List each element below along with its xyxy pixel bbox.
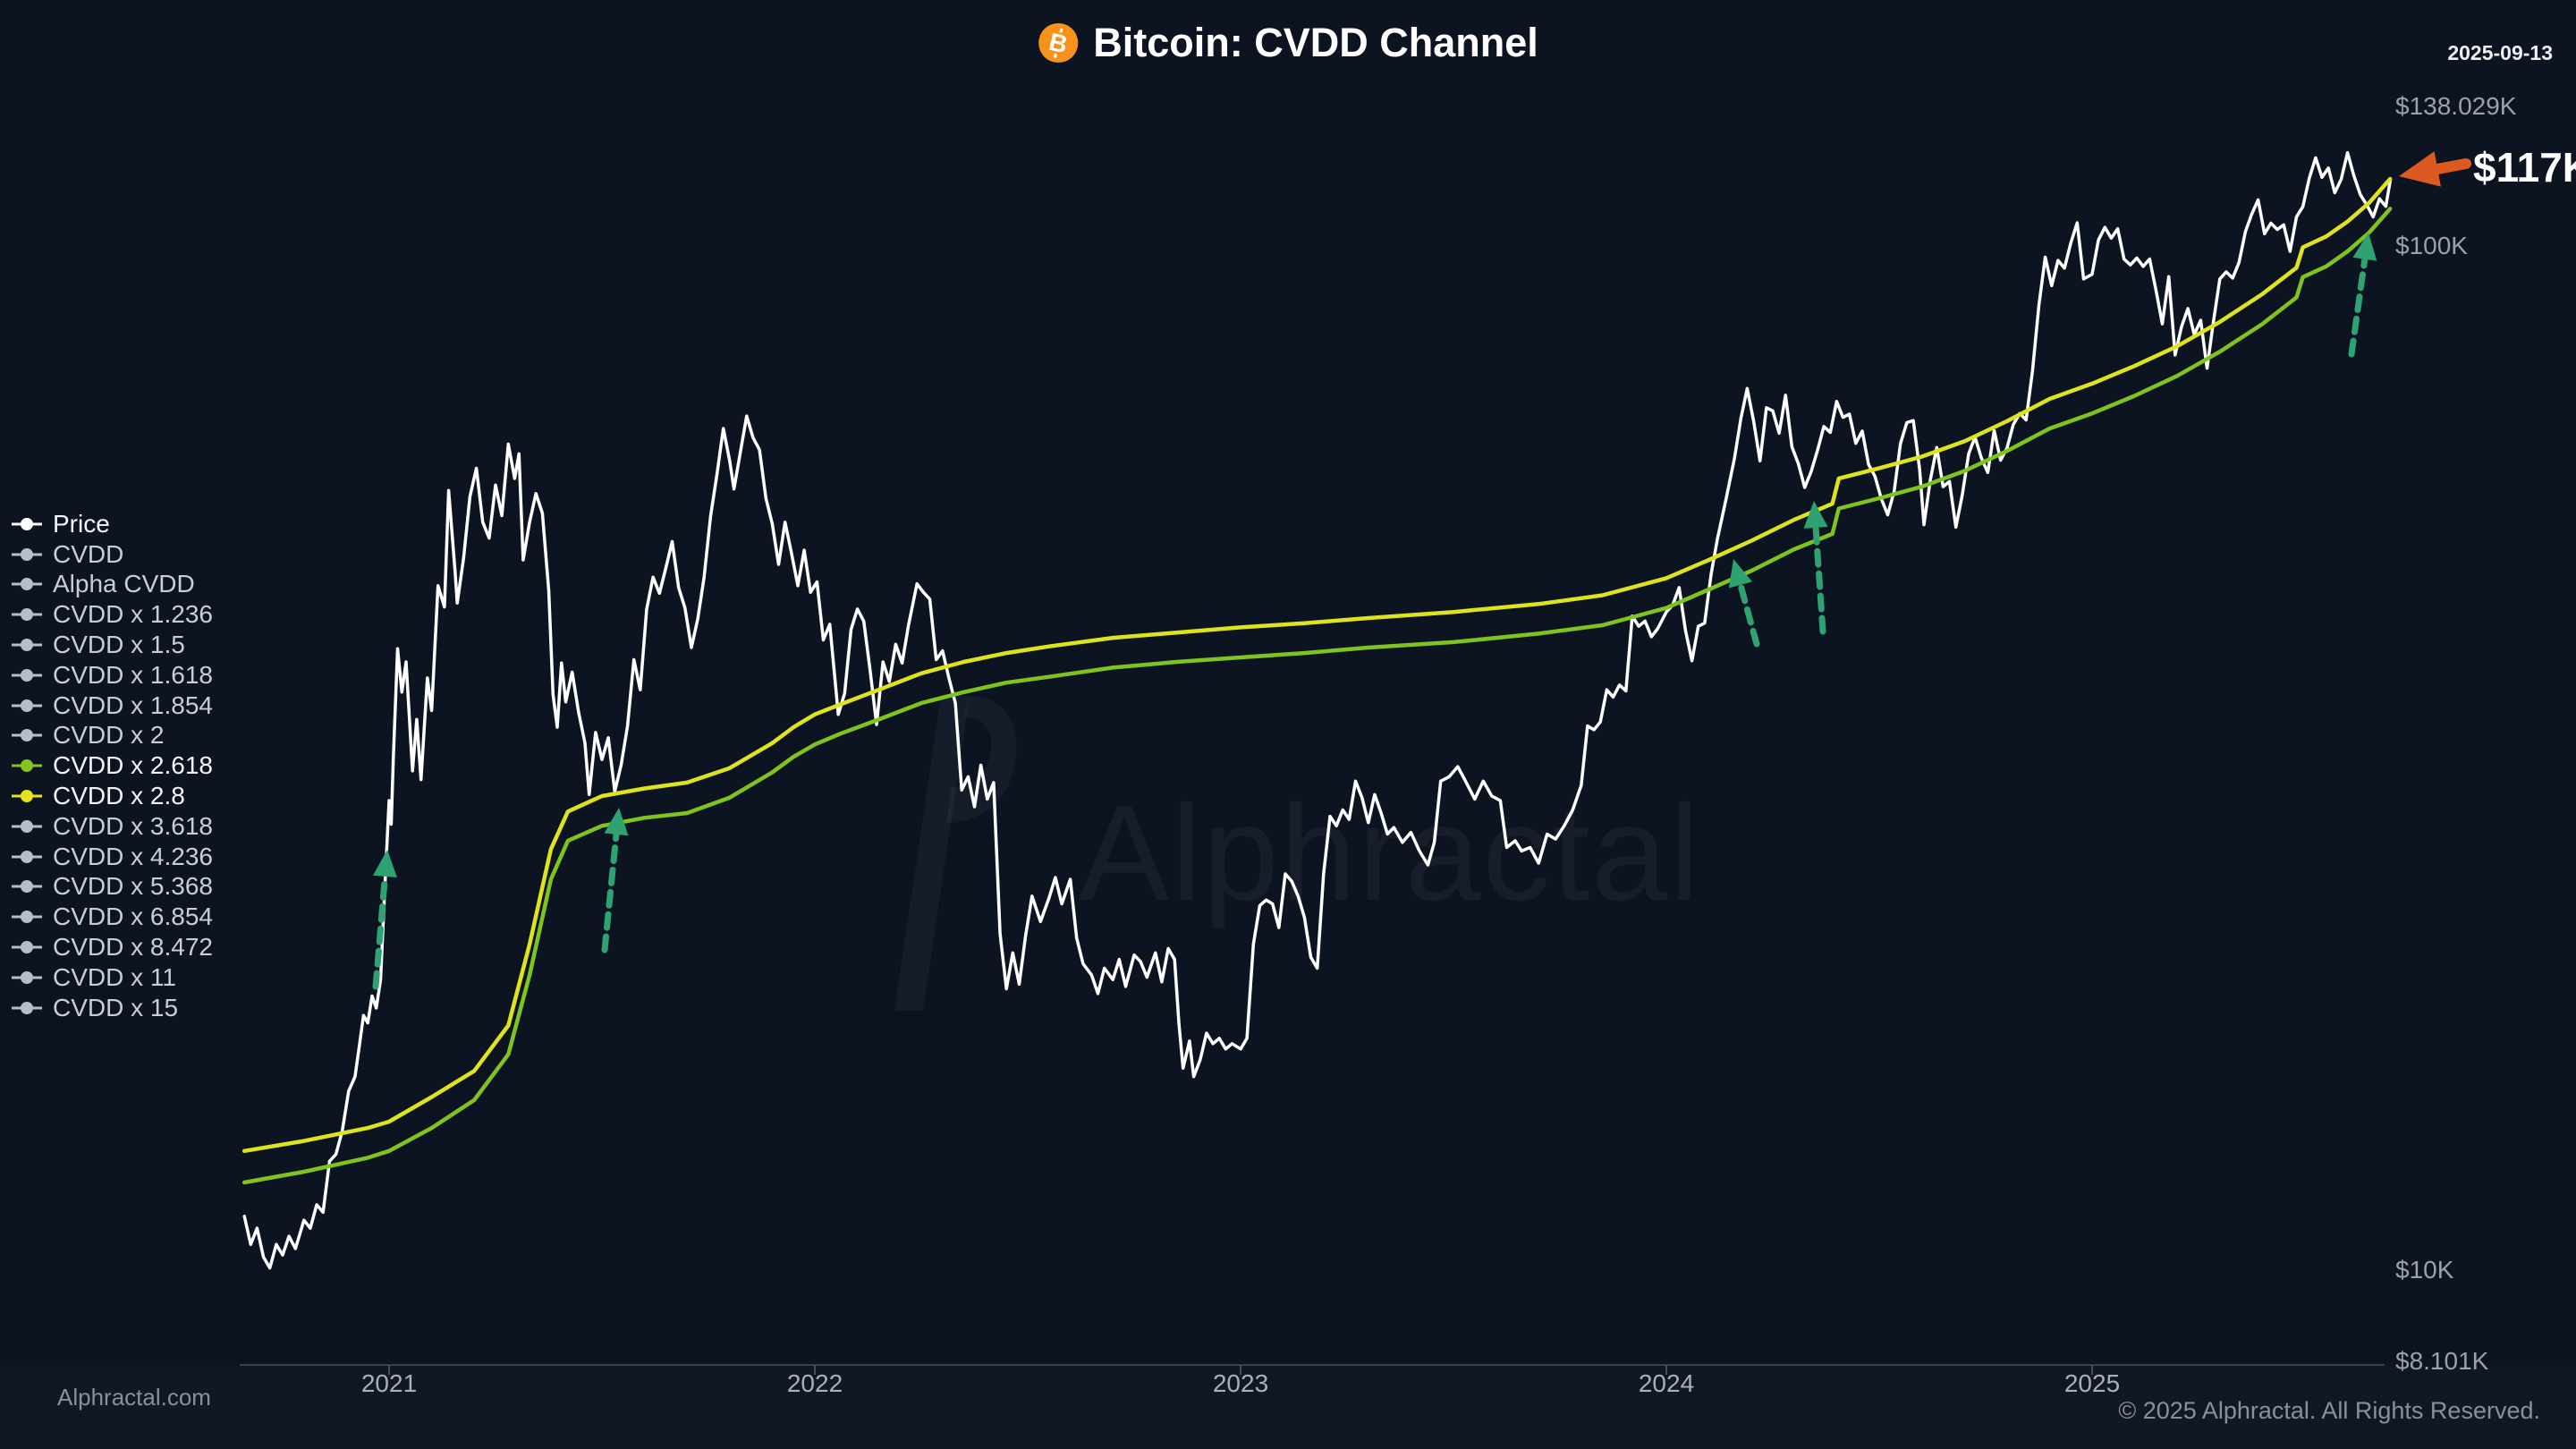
series-cvdd-x-2.8 — [242, 176, 2393, 1154]
legend-item-cvdd-x-15[interactable]: CVDD x 15 — [11, 993, 213, 1023]
x-axis-label-2022: 2022 — [786, 1369, 843, 1397]
legend-item-price[interactable]: Price — [11, 509, 213, 539]
chart-title: B Bitcoin: CVDD Channel — [1038, 20, 1538, 66]
legend-item-label: CVDD x 6.854 — [53, 902, 213, 931]
green-up-arrow — [2348, 233, 2377, 358]
y-axis-label-100k: $100K — [2395, 232, 2468, 259]
bitcoin-icon: B — [1038, 22, 1079, 64]
legend-marker-icon — [12, 941, 42, 954]
legend-item-cvdd-x-5.368[interactable]: CVDD x 5.368 — [11, 872, 213, 902]
legend-marker-icon — [12, 911, 42, 924]
legend-marker-icon — [12, 970, 42, 984]
legend-item-cvdd-x-3.618[interactable]: CVDD x 3.618 — [11, 811, 213, 842]
green-up-arrow — [601, 808, 629, 953]
legend-item-cvdd-x-1.854[interactable]: CVDD x 1.854 — [11, 691, 213, 721]
footer-copyright: © 2025 Alphractal. All Rights Reserved. — [2118, 1397, 2540, 1424]
legend-item-label: CVDD — [53, 539, 124, 568]
legend-item-label: CVDD x 11 — [53, 962, 176, 991]
legend-item-label: CVDD x 5.368 — [53, 872, 213, 901]
legend-marker-icon — [12, 668, 42, 682]
legend-item-label: CVDD x 3.618 — [53, 811, 213, 840]
legend-marker-icon — [12, 639, 42, 652]
legend-item-label: CVDD x 1.854 — [53, 691, 213, 719]
legend-item-cvdd-x-11[interactable]: CVDD x 11 — [11, 962, 213, 993]
orange-callout-arrow — [2399, 151, 2471, 187]
legend-item-label: CVDD x 2.618 — [53, 751, 213, 780]
legend-marker-icon — [12, 819, 42, 833]
legend-marker-icon — [12, 729, 42, 742]
y-axis-label-117k: $117K — [2473, 144, 2576, 191]
legend-item-cvdd-x-2[interactable]: CVDD x 2 — [11, 721, 213, 751]
x-axis-label-2023: 2023 — [1212, 1369, 1269, 1397]
legend: Price CVDD Alpha CVDD CVDD x 1.236 CVDD x 1.… — [11, 509, 213, 1023]
legend-item-cvdd-x-6.854[interactable]: CVDD x 6.854 — [11, 902, 213, 932]
legend-marker-icon — [12, 608, 42, 622]
legend-marker-icon — [12, 790, 42, 803]
green-up-arrow — [1728, 559, 1760, 648]
legend-item-cvdd-x-1.618[interactable]: CVDD x 1.618 — [11, 660, 213, 691]
legend-marker-icon — [12, 1001, 42, 1014]
legend-item-alpha-cvdd[interactable]: Alpha CVDD — [11, 570, 213, 600]
legend-item-label: Price — [53, 509, 110, 538]
y-axis-label-10k: $10K — [2395, 1256, 2454, 1284]
legend-marker-icon — [12, 517, 42, 530]
legend-item-cvdd-x-1.236[interactable]: CVDD x 1.236 — [11, 599, 213, 630]
legend-marker-icon — [12, 850, 42, 863]
x-axis-label-2025: 2025 — [2063, 1369, 2121, 1397]
y-axis-label-8.101k: $8.101K — [2395, 1347, 2489, 1375]
footer-site-link[interactable]: Alphractal.com — [57, 1384, 211, 1411]
date-label: 2025-09-13 — [2447, 41, 2553, 64]
x-axis-label-2021: 2021 — [360, 1369, 418, 1397]
chart-title-text: Bitcoin: CVDD Channel — [1093, 20, 1538, 65]
legend-marker-icon — [12, 699, 42, 712]
green-up-arrow — [372, 850, 397, 990]
legend-item-label: CVDD x 8.472 — [53, 933, 213, 962]
series-price — [242, 150, 2392, 1270]
legend-item-cvdd-x-2.8[interactable]: CVDD x 2.8 — [11, 781, 213, 811]
legend-item-label: CVDD x 1.618 — [53, 660, 213, 689]
legend-item-label: CVDD x 1.236 — [53, 600, 213, 629]
legend-item-label: CVDD x 4.236 — [53, 842, 213, 870]
series-cvdd-x-2.618 — [242, 207, 2393, 1185]
x-axis-label-2024: 2024 — [1638, 1369, 1695, 1397]
legend-item-cvdd-x-4.236[interactable]: CVDD x 4.236 — [11, 842, 213, 872]
legend-item-label: CVDD x 15 — [53, 993, 179, 1021]
legend-item-cvdd-x-1.5[interactable]: CVDD x 1.5 — [11, 630, 213, 660]
legend-item-label: Alpha CVDD — [53, 570, 195, 598]
legend-item-label: CVDD x 2.8 — [53, 782, 185, 810]
legend-item-cvdd[interactable]: CVDD — [11, 539, 213, 570]
green-up-arrow — [1803, 501, 1828, 635]
legend-item-cvdd-x-2.618[interactable]: CVDD x 2.618 — [11, 750, 213, 781]
legend-marker-icon — [12, 759, 42, 773]
legend-item-label: CVDD x 1.5 — [53, 631, 185, 659]
legend-item-cvdd-x-8.472[interactable]: CVDD x 8.472 — [11, 932, 213, 962]
legend-item-label: CVDD x 2 — [53, 721, 165, 750]
legend-marker-icon — [12, 547, 42, 561]
legend-marker-icon — [12, 578, 42, 591]
y-axis-label-138.029k: $138.029K — [2395, 92, 2517, 120]
legend-marker-icon — [12, 880, 42, 894]
